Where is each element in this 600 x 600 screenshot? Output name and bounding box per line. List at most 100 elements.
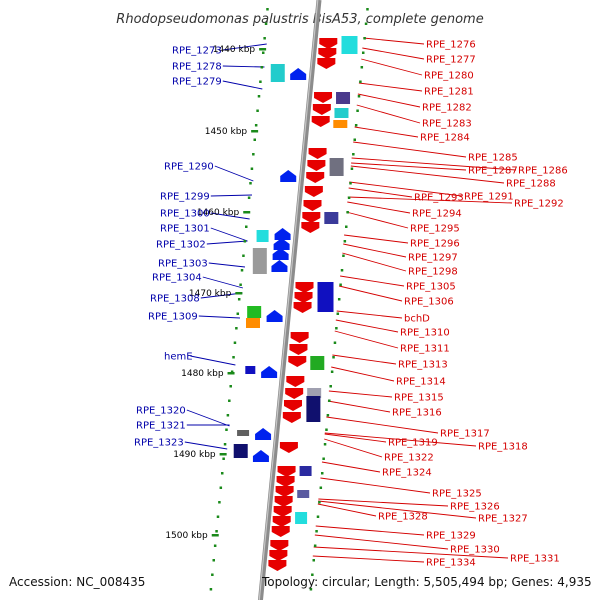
forward-label-connector <box>358 82 423 92</box>
gene-label-rpe-1314: RPE_1314 <box>396 377 446 388</box>
right-tick <box>332 356 335 359</box>
gene-label-rpe-1293: RPE_1293 <box>414 193 464 204</box>
forward-gene-arrow <box>284 400 302 411</box>
forward-label-connector <box>321 461 381 473</box>
cog-color-box <box>295 512 308 524</box>
scale-label: 1440 kbp <box>213 45 256 55</box>
cog-color-box <box>317 282 334 312</box>
gene-label-rpe-1277: RPE_1277 <box>426 55 476 66</box>
reverse-label-connector <box>202 276 244 289</box>
forward-label-connector <box>324 433 387 443</box>
forward-gene-arrow <box>302 212 321 223</box>
right-tick <box>309 588 313 591</box>
forward-label-connector <box>332 354 397 365</box>
cog-boxes <box>233 36 358 524</box>
right-tick <box>333 341 337 344</box>
forward-gene-arrow <box>271 526 290 537</box>
right-tick <box>311 573 314 576</box>
forward-label-connector <box>328 390 393 398</box>
forward-label-connector <box>342 252 407 272</box>
backbone-highlight <box>258 0 319 600</box>
gene-label-rpe-1306: RPE_1306 <box>404 297 454 308</box>
left-tick <box>215 530 218 533</box>
right-tick <box>343 240 347 243</box>
forward-gene-arrow <box>294 292 313 303</box>
left-tick <box>209 588 213 591</box>
gene-label-heme: hemE <box>164 352 193 363</box>
left-tick <box>229 385 232 388</box>
right-tick <box>360 66 364 69</box>
forward-label-connector <box>324 438 383 458</box>
gene-label-rpe-1280: RPE_1280 <box>424 71 474 82</box>
right-tick <box>315 530 318 533</box>
scale-ticks <box>209 8 369 591</box>
left-tick <box>242 254 245 257</box>
reverse-gene-arrow <box>261 366 278 378</box>
forward-label-connector <box>347 201 411 214</box>
forward-label-connector <box>356 104 421 124</box>
forward-label-connector <box>315 525 425 536</box>
left-tick <box>237 298 241 301</box>
gene-label-rpe-1305: RPE_1305 <box>406 282 456 293</box>
forward-gene-arrow <box>286 376 305 387</box>
gene-label-rpe-1308: RPE_1308 <box>150 294 200 305</box>
gene-label-rpe-1296: RPE_1296 <box>410 239 460 250</box>
forward-label-connector <box>317 503 377 517</box>
gene-label-rpe-1285: RPE_1285 <box>468 153 518 164</box>
gene-label-rpe-1290: RPE_1290 <box>164 162 214 173</box>
gene-label-rpe-1299: RPE_1299 <box>160 192 210 203</box>
gene-label-rpe-1302: RPE_1302 <box>156 240 206 251</box>
forward-label-connector <box>348 187 413 198</box>
forward-label-connector <box>313 546 509 559</box>
right-tick <box>316 515 320 518</box>
forward-label-connector <box>354 126 419 138</box>
gene-label-rpe-1319: RPE_1319 <box>388 438 438 449</box>
gene-label-rpe-1325: RPE_1325 <box>432 489 482 500</box>
gene-arrows <box>252 38 338 571</box>
gene-label-rpe-1273: RPE_1273 <box>172 46 222 57</box>
right-tick <box>340 269 344 272</box>
forward-gene-arrow <box>293 302 312 313</box>
left-tick <box>263 37 266 40</box>
gene-label-rpe-1323: RPE_1323 <box>134 438 184 449</box>
reverse-gene-arrow <box>274 228 291 240</box>
right-tick <box>313 544 317 547</box>
scale-labels: 1440 kbp 1450 kbp 1460 kbp 1470 kbp 1480 kbp… <box>165 45 267 541</box>
reverse-gene-arrow <box>255 428 272 440</box>
forward-label-connector <box>314 534 449 550</box>
forward-gene-arrow <box>277 466 296 477</box>
gene-label-rpe-1328: RPE_1328 <box>378 512 428 523</box>
forward-gene-arrow <box>289 344 308 355</box>
forward-gene-arrow <box>273 506 292 517</box>
reverse-label-connector <box>210 212 250 220</box>
cog-color-box <box>247 306 262 318</box>
forward-gene-arrow <box>306 172 325 183</box>
forward-label-connector <box>351 162 467 171</box>
reverse-label-connector <box>210 227 248 242</box>
gene-label-rpe-1320: RPE_1320 <box>136 406 186 417</box>
right-tick <box>349 182 352 185</box>
left-tick <box>254 124 258 127</box>
left-tick <box>239 283 242 286</box>
reverse-gene-arrow <box>266 310 283 322</box>
forward-gene-arrow <box>319 38 338 49</box>
scale-major-tick <box>251 130 259 133</box>
gene-label-rpe-1326: RPE_1326 <box>450 502 500 513</box>
gene-label-rpe-1297: RPE_1297 <box>408 253 458 264</box>
left-tick <box>226 414 230 417</box>
gene-label-bchd: bchD <box>404 314 430 325</box>
forward-label-connector <box>346 211 409 229</box>
gene-label-rpe-1303: RPE_1303 <box>158 259 208 270</box>
forward-gene-arrow <box>274 496 293 507</box>
cog-color-box <box>299 466 312 476</box>
forward-gene-arrow <box>303 200 322 211</box>
left-tick <box>216 515 220 518</box>
gene-label-rpe-1281: RPE_1281 <box>424 87 474 98</box>
left-tick <box>223 443 227 446</box>
cog-color-box <box>233 444 248 458</box>
gene-label-rpe-1282: RPE_1282 <box>422 103 472 114</box>
left-tick <box>261 51 265 54</box>
forward-label-connector <box>344 234 409 244</box>
genome-title: Rhodopseudomonas palustris BisA53, compl… <box>116 12 483 27</box>
